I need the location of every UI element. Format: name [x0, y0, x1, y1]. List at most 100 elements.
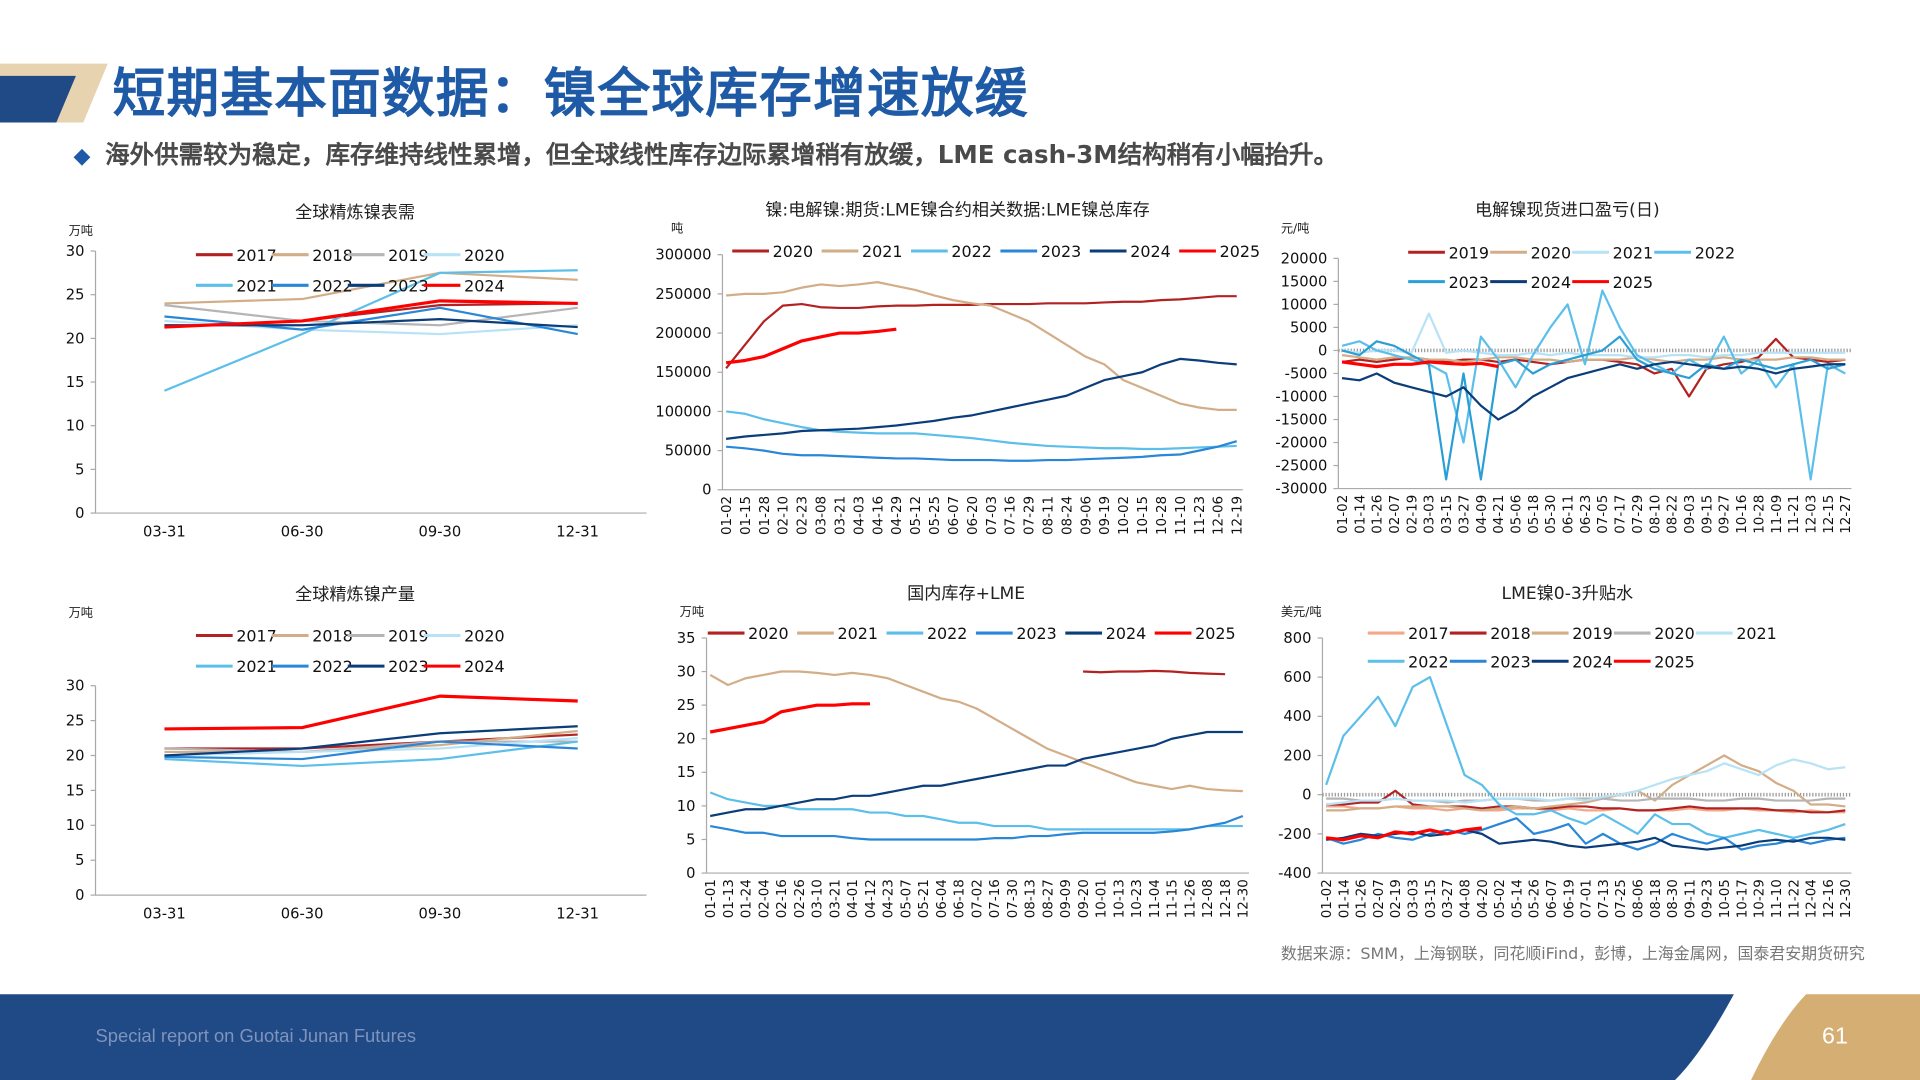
legend-label: 2024: [1106, 624, 1146, 643]
legend-label: 2019: [388, 246, 428, 265]
series-line-2025: [709, 702, 871, 734]
x-tick-label: 06-04: [935, 879, 950, 918]
x-tick-label: 11-22: [1787, 879, 1802, 918]
x-tick-label: 01-26: [1355, 879, 1370, 918]
y-tick-label: 5: [686, 831, 695, 848]
legend-label: 2025: [1195, 624, 1235, 643]
x-tick-label: 12-30: [1237, 879, 1252, 918]
x-tick-label: 06-18: [953, 879, 968, 918]
x-tick-label: 08-27: [1041, 879, 1056, 918]
x-tick-label: 02-07: [1388, 495, 1403, 534]
x-tick-label: 08-18: [1649, 879, 1664, 918]
x-tick-label: 04-08: [1458, 879, 1473, 918]
x-tick-label: 03-27: [1457, 495, 1472, 534]
x-tick-label: 01-24: [740, 879, 755, 918]
series-line-2025: [1325, 826, 1483, 842]
chart-title: 全球精炼镍表需: [295, 203, 415, 223]
x-tick-label: 09-09: [1059, 879, 1074, 918]
footer-text: Special report on Guotai Junan Futures: [95, 1026, 417, 1047]
y-tick-label: 30: [66, 678, 85, 695]
chart-title: 全球精炼镍产量: [295, 585, 415, 605]
x-tick-label: 08-24: [1060, 496, 1075, 535]
x-tick-label: 08-10: [1648, 495, 1663, 534]
x-tick-label: 02-19: [1405, 495, 1420, 534]
x-tick-label: 04-01: [846, 879, 861, 918]
series-line-2024: [164, 299, 578, 329]
x-tick-label: 07-29: [1631, 495, 1646, 534]
x-tick-label: 05-14: [1510, 879, 1525, 918]
x-tick-label: 08-30: [1666, 879, 1681, 918]
series-line-2021: [164, 740, 578, 768]
x-tick-label: 01-28: [758, 496, 773, 535]
x-tick-label: 03-10: [811, 879, 826, 918]
x-tick-label: 09-30: [419, 523, 462, 540]
y-tick-label: 5: [75, 852, 84, 869]
legend-label: 2023: [1016, 624, 1056, 643]
x-tick-label: 08-06: [1632, 879, 1647, 918]
x-tick-label: 05-21: [917, 879, 932, 918]
x-tick-label: 10-15: [1136, 496, 1151, 535]
x-tick-label: 12-08: [1201, 879, 1216, 918]
chart-title: 电解镍现货进口盈亏(日): [1475, 201, 1660, 221]
y-tick-label: 15000: [1281, 273, 1328, 290]
x-tick-label: 04-03: [852, 496, 867, 535]
legend-label: 2024: [1572, 652, 1612, 671]
x-tick-label: 04-20: [1476, 879, 1491, 918]
legend-label: 2020: [773, 242, 813, 261]
legend-label: 2022: [951, 242, 991, 261]
x-tick-label: 02-26: [793, 879, 808, 918]
x-tick-label: 03-15: [1440, 495, 1455, 534]
x-tick-label: 09-30: [419, 905, 462, 922]
y-tick-label: 10: [677, 798, 696, 815]
x-tick-label: 06-30: [281, 523, 324, 540]
y-tick-label: 35: [677, 630, 696, 647]
legend-label: 2024: [1130, 242, 1170, 261]
legend-label: 2023: [388, 657, 428, 676]
legend-label: 2017: [1408, 624, 1448, 643]
y-tick-label: 50000: [665, 443, 712, 460]
y-unit-label: 万吨: [69, 224, 93, 238]
y-tick-label: 0: [702, 482, 711, 499]
y-unit-label: 元/吨: [1281, 222, 1310, 236]
x-tick-label: 07-13: [1597, 879, 1612, 918]
series-line-2017: [1326, 805, 1846, 814]
x-tick-label: 03-03: [1407, 879, 1422, 918]
x-tick-label: 07-16: [1004, 496, 1019, 535]
legend-label: 2023: [388, 276, 428, 295]
series-line-2023: [726, 440, 1238, 462]
x-tick-label: 10-01: [1095, 879, 1110, 918]
x-tick-label: 07-03: [985, 496, 1000, 535]
x-tick-label: 10-16: [1735, 495, 1750, 534]
y-tick-label: 5: [75, 461, 84, 478]
legend-label: 2023: [1449, 273, 1489, 292]
x-tick-label: 02-04: [757, 879, 772, 918]
y-tick-label: 20: [66, 330, 85, 347]
x-tick-label: 10-28: [1155, 496, 1170, 535]
legend-label: 2020: [1654, 624, 1694, 643]
x-tick-label: 04-12: [864, 879, 879, 918]
legend-label: 2018: [312, 627, 352, 646]
y-tick-label: 20: [66, 747, 85, 764]
series-line-2019: [1326, 754, 1846, 812]
chart-title: 镍:电解镍:期货:LME镍合约相关数据:LME镍总库存: [765, 201, 1149, 221]
x-tick-label: 03-08: [815, 496, 830, 535]
x-tick-label: 03-31: [143, 523, 186, 540]
x-tick-label: 05-02: [1493, 879, 1508, 918]
footer-gold-shape: [1751, 994, 1920, 1080]
x-tick-label: 07-30: [1006, 879, 1021, 918]
legend-label: 2021: [1736, 624, 1776, 643]
y-tick-label: 30: [66, 243, 85, 260]
y-tick-label: 15: [66, 782, 85, 799]
y-tick-label: 5000: [1290, 319, 1327, 336]
x-tick-label: 05-06: [1509, 495, 1524, 534]
x-tick-label: 05-18: [1527, 495, 1542, 534]
series-line-2021: [1325, 758, 1846, 806]
x-tick-label: 02-07: [1372, 879, 1387, 918]
x-tick-label: 06-07: [947, 496, 962, 535]
x-tick-label: 04-29: [890, 496, 905, 535]
x-tick-label: 10-29: [1753, 879, 1768, 918]
